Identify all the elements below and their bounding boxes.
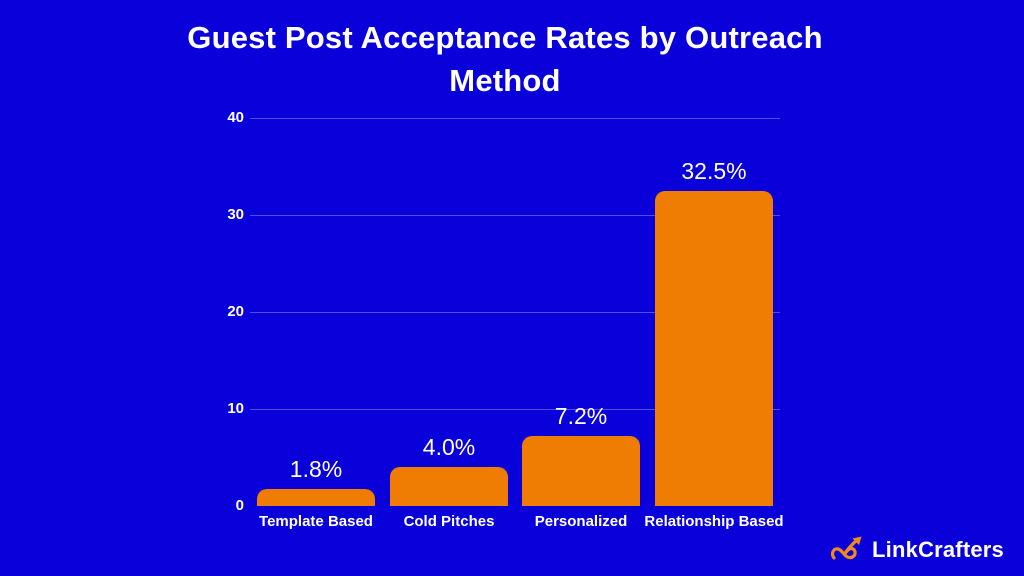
bar-template-based bbox=[257, 489, 375, 506]
y-axis-tick-label: 0 bbox=[235, 497, 244, 514]
x-axis-category-label: Cold Pitches bbox=[403, 513, 495, 530]
bar-value-label: 7.2% bbox=[554, 403, 608, 429]
bar-value-label: 1.8% bbox=[289, 456, 343, 482]
y-axis-tick-label: 20 bbox=[227, 303, 244, 320]
infinity-arrow-icon bbox=[831, 536, 862, 560]
bar-value-label: 4.0% bbox=[422, 434, 476, 460]
bar-relationship-based bbox=[655, 191, 773, 506]
bar-cold-pitches bbox=[390, 467, 508, 506]
y-axis-tick-label: 40 bbox=[227, 109, 244, 126]
chart-title: Guest Post Acceptance Rates by Outreach … bbox=[0, 16, 1010, 102]
y-axis-tick-label: 10 bbox=[227, 400, 244, 417]
gridline-y-30 bbox=[250, 215, 780, 216]
y-axis-tick-label: 30 bbox=[227, 206, 244, 223]
gridline-y-10 bbox=[250, 409, 780, 410]
bar-personalized bbox=[522, 436, 640, 506]
bar-value-label: 32.5% bbox=[681, 158, 747, 184]
x-axis-category-label: Template Based bbox=[259, 513, 373, 530]
gridline-y-20 bbox=[250, 312, 780, 313]
x-axis-category-label: Relationship Based bbox=[644, 513, 784, 530]
gridline-y-40 bbox=[250, 118, 780, 119]
brand-logo-text: LinkCrafters bbox=[872, 537, 1004, 562]
x-axis-category-label: Personalized bbox=[534, 513, 628, 530]
chart-title-text: Guest Post Acceptance Rates by Outreach … bbox=[187, 20, 823, 98]
brand-logo: LinkCrafters bbox=[830, 534, 1004, 566]
